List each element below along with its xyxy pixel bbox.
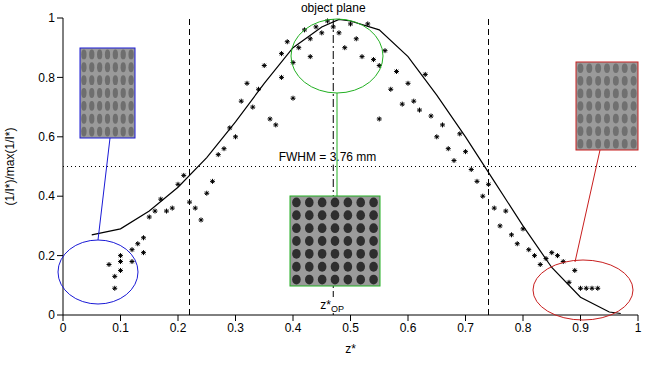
svg-text:1: 1 — [48, 11, 55, 25]
svg-text:0.1: 0.1 — [112, 321, 129, 335]
svg-text:(1/I*)/max(1/I*): (1/I*)/max(1/I*) — [3, 127, 17, 205]
svg-text:z*: z* — [345, 342, 356, 356]
svg-text:0.3: 0.3 — [227, 321, 244, 335]
svg-text:0.8: 0.8 — [515, 321, 532, 335]
svg-text:0: 0 — [48, 308, 55, 322]
svg-text:0.8: 0.8 — [38, 71, 55, 85]
svg-text:0.7: 0.7 — [457, 321, 474, 335]
svg-text:0.9: 0.9 — [572, 321, 589, 335]
svg-text:object plane: object plane — [301, 1, 366, 15]
svg-text:0.2: 0.2 — [38, 249, 55, 263]
svg-text:FWHM = 3.76 mm: FWHM = 3.76 mm — [279, 150, 377, 164]
svg-text:0.2: 0.2 — [170, 321, 187, 335]
svg-text:0.5: 0.5 — [342, 321, 359, 335]
svg-text:z*OP: z*OP — [320, 298, 344, 314]
svg-text:0.6: 0.6 — [400, 321, 417, 335]
svg-text:0.4: 0.4 — [38, 189, 55, 203]
svg-text:0: 0 — [60, 321, 67, 335]
svg-text:0.4: 0.4 — [285, 321, 302, 335]
svg-text:1: 1 — [635, 321, 642, 335]
svg-text:0.6: 0.6 — [38, 130, 55, 144]
